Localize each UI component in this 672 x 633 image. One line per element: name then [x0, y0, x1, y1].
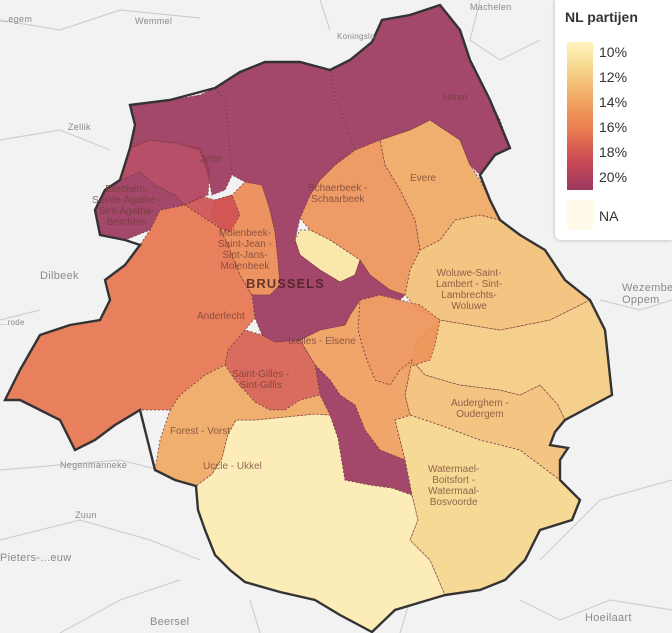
place-negenmanneke: Negenmanneke: [60, 460, 128, 470]
place-pieters: Pieters-...euw: [0, 552, 72, 564]
place-grimbergen: ...egem: [0, 14, 33, 24]
city-label: BRUSSELS: [246, 276, 325, 291]
legend-title: NL partijen: [565, 9, 638, 25]
muni-bruxelles[interactable]: [214, 61, 406, 343]
place-hoeilaart: Hoeilaart: [585, 612, 632, 624]
legend-tick: 10%: [592, 44, 628, 60]
muni-label-haren: Haren: [443, 92, 468, 102]
muni-label-auderghem: Auderghem - Oudergem: [451, 398, 509, 420]
muni-label-forest: Forest - Vorst: [170, 426, 231, 437]
muni-jette[interactable]: [119, 139, 211, 206]
place-dilbeek: Dilbeek: [40, 270, 79, 282]
region-outline: [3, 3, 614, 633]
muni-label-watermael: Watermael- Boitsfort - Watermaal- Bosvoo…: [428, 464, 480, 508]
legend-color-bar: [567, 42, 593, 190]
muni-berchem[interactable]: [94, 171, 186, 241]
place-koningslo: Koningslo: [337, 32, 375, 41]
muni-watermael[interactable]: [394, 414, 581, 596]
place-wezembeek: Wezembeek-Oppem: [622, 282, 672, 306]
legend-tick: 16%: [592, 119, 628, 135]
legend-tick: 20%: [592, 169, 628, 185]
muni-woluwe-p[interactable]: [411, 299, 613, 421]
muni-label-woluwe-l: Woluwe-Saint- Lambert - Sint- Lambrechts…: [436, 268, 503, 312]
legend-tick: 14%: [592, 94, 628, 110]
muni-label-uccle: Uccle - Ukkel: [203, 461, 262, 472]
muni-label-ixelles: Ixelles - Elsene: [288, 336, 356, 347]
muni-forest[interactable]: [154, 364, 331, 487]
muni-bois[interactable]: [314, 363, 413, 496]
legend-tick: 12%: [592, 69, 628, 85]
place-zellik: Zellik: [68, 122, 91, 132]
muni-label-molenbeek: Molenbeek- Saint-Jean - Sint-Jans- Molen…: [218, 228, 272, 272]
place-beersel: Beersel: [150, 616, 190, 628]
muni-label-stgilles: Saint-Gilles - Sint-Gillis: [232, 369, 290, 391]
muni-label-jette: Jette: [200, 154, 222, 165]
muni-label-berchem: Berchem- Sainte-Agathe - Sint-Agatha- Be…: [92, 184, 162, 228]
place-zuun: Zuun: [75, 510, 97, 520]
legend: NL partijen 10% 12% 14% 16% 18% 20% NA: [555, 0, 672, 240]
legend-na-label: NA: [599, 208, 619, 224]
muni-label-evere: Evere: [410, 173, 437, 184]
place-wemmel: Wemmel: [135, 16, 173, 26]
place-machelen: Machelen: [470, 2, 512, 12]
muni-koekelberg[interactable]: [184, 194, 241, 233]
muni-label-anderlecht: Anderlecht: [197, 311, 245, 322]
legend-tick: 18%: [592, 144, 628, 160]
muni-label-schaerbeek: Schaerbeek - Schaarbeek: [308, 183, 368, 205]
legend-na-swatch: [567, 200, 593, 230]
place-westrode: ...rode: [0, 318, 25, 327]
